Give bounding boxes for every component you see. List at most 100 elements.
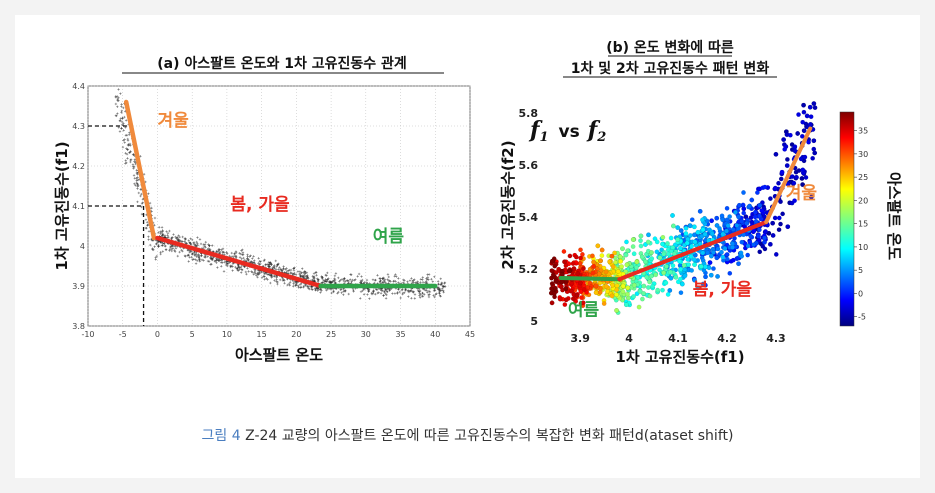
chart-a-point [166, 231, 170, 235]
chart-b-point [634, 259, 640, 265]
chart-a-point [174, 235, 177, 239]
chart-a-point [276, 280, 279, 284]
chart-a-point [412, 281, 415, 284]
chart-a-point [441, 287, 444, 290]
chart-a-point [265, 277, 268, 280]
chart-b-point [553, 278, 559, 284]
chart-a-point [151, 247, 154, 250]
chart-a-point [401, 278, 405, 282]
chart-a-point [189, 242, 192, 245]
chart-a-point [215, 250, 218, 254]
chart-a-point [273, 279, 276, 282]
chart-b-point [595, 243, 601, 249]
chart-a-point [233, 252, 236, 256]
chart-a-point [195, 240, 198, 244]
chart-b-point [640, 296, 645, 302]
chart-a-point [230, 255, 234, 258]
chart-a-point [314, 288, 317, 292]
chart-b-point [703, 274, 708, 280]
chart-a-point [423, 288, 427, 292]
chart-a-point [228, 254, 231, 258]
chart-a-point [123, 138, 126, 141]
chart-b-point [670, 213, 675, 218]
chart-a-point [432, 294, 435, 297]
chart-a-point [136, 185, 139, 188]
chart-a-point [366, 293, 369, 296]
chart-a-point [361, 289, 364, 293]
chart-a-point [371, 278, 375, 281]
chart-a-point [378, 277, 381, 280]
chart-a-point [403, 279, 406, 282]
chart-a-point [382, 279, 386, 282]
chart-b-point [720, 217, 725, 223]
chart-a-point [319, 291, 322, 294]
chart-a-point [419, 281, 422, 284]
chart-a-point [340, 291, 343, 294]
chart-b-point [778, 221, 783, 227]
chart-a-point [228, 261, 231, 264]
chart-a-point [115, 95, 119, 98]
chart-b-point [744, 220, 750, 226]
chart-b-point [779, 169, 785, 175]
chart-a-point [325, 288, 328, 292]
chart-a-point [285, 269, 289, 273]
chart-b-point [811, 138, 817, 144]
chart-a-point [133, 182, 136, 186]
chart-b-point [687, 223, 693, 229]
chart-a-point [139, 194, 142, 198]
chart-a-point [188, 256, 191, 259]
chart-a-region-label: 봄, 가을 [230, 195, 290, 215]
chart-b-point [762, 239, 767, 245]
chart-a-point [333, 278, 337, 282]
chart-b-point [801, 128, 807, 134]
chart-a-point [442, 289, 445, 293]
chart-a-point [188, 251, 192, 254]
chart-a-point [357, 272, 361, 276]
chart-b-region-label: 봄, 가을 [693, 280, 753, 300]
chart-a-point [135, 171, 139, 175]
chart-b-point [757, 213, 762, 219]
chart-a-point [430, 277, 433, 281]
chart-a-point [334, 281, 337, 285]
chart-a-point [123, 141, 126, 144]
chart-a-point [399, 296, 402, 300]
chart-a-point [303, 273, 306, 277]
chart-a-point [393, 274, 396, 278]
chart-a-point [340, 287, 343, 291]
chart-a-point [240, 264, 243, 268]
colorbar-tick-label: 35 [858, 127, 868, 136]
chart-a-point [267, 264, 270, 268]
chart-a-point [256, 275, 259, 279]
chart-a-point [388, 288, 391, 292]
chart-a-point [269, 261, 272, 264]
chart-b-point [801, 109, 807, 115]
chart-b-point [549, 300, 555, 306]
chart-b-point [593, 283, 599, 289]
chart-a-point [161, 229, 164, 232]
chart-b-point [646, 232, 651, 238]
chart-a-point [172, 233, 175, 236]
chart-a-point [234, 250, 238, 253]
chart-a-point [252, 273, 255, 276]
chart-a-point [220, 265, 223, 268]
chart-a-point [376, 274, 379, 277]
chart-b-point [648, 273, 654, 279]
chart-b-point [678, 290, 684, 295]
chart-a-point [157, 245, 160, 248]
chart-a-point [326, 287, 330, 291]
chart-b-x-tick: 4.1 [668, 332, 688, 345]
chart-b-point [549, 258, 555, 264]
chart-b-point [631, 294, 637, 299]
chart-b-point [720, 231, 726, 237]
chart-a-point [169, 245, 173, 249]
chart-b-point [801, 102, 806, 108]
chart-a-point [187, 239, 190, 242]
chart-a-point [275, 265, 278, 268]
chart-b-point [615, 269, 621, 274]
chart-b-x-tick: 4 [625, 332, 633, 345]
chart-b-point [661, 270, 667, 276]
chart-b-point [724, 256, 730, 262]
chart-b-point [673, 274, 679, 280]
chart-b-point [573, 254, 579, 260]
chart-a-point [394, 273, 397, 276]
